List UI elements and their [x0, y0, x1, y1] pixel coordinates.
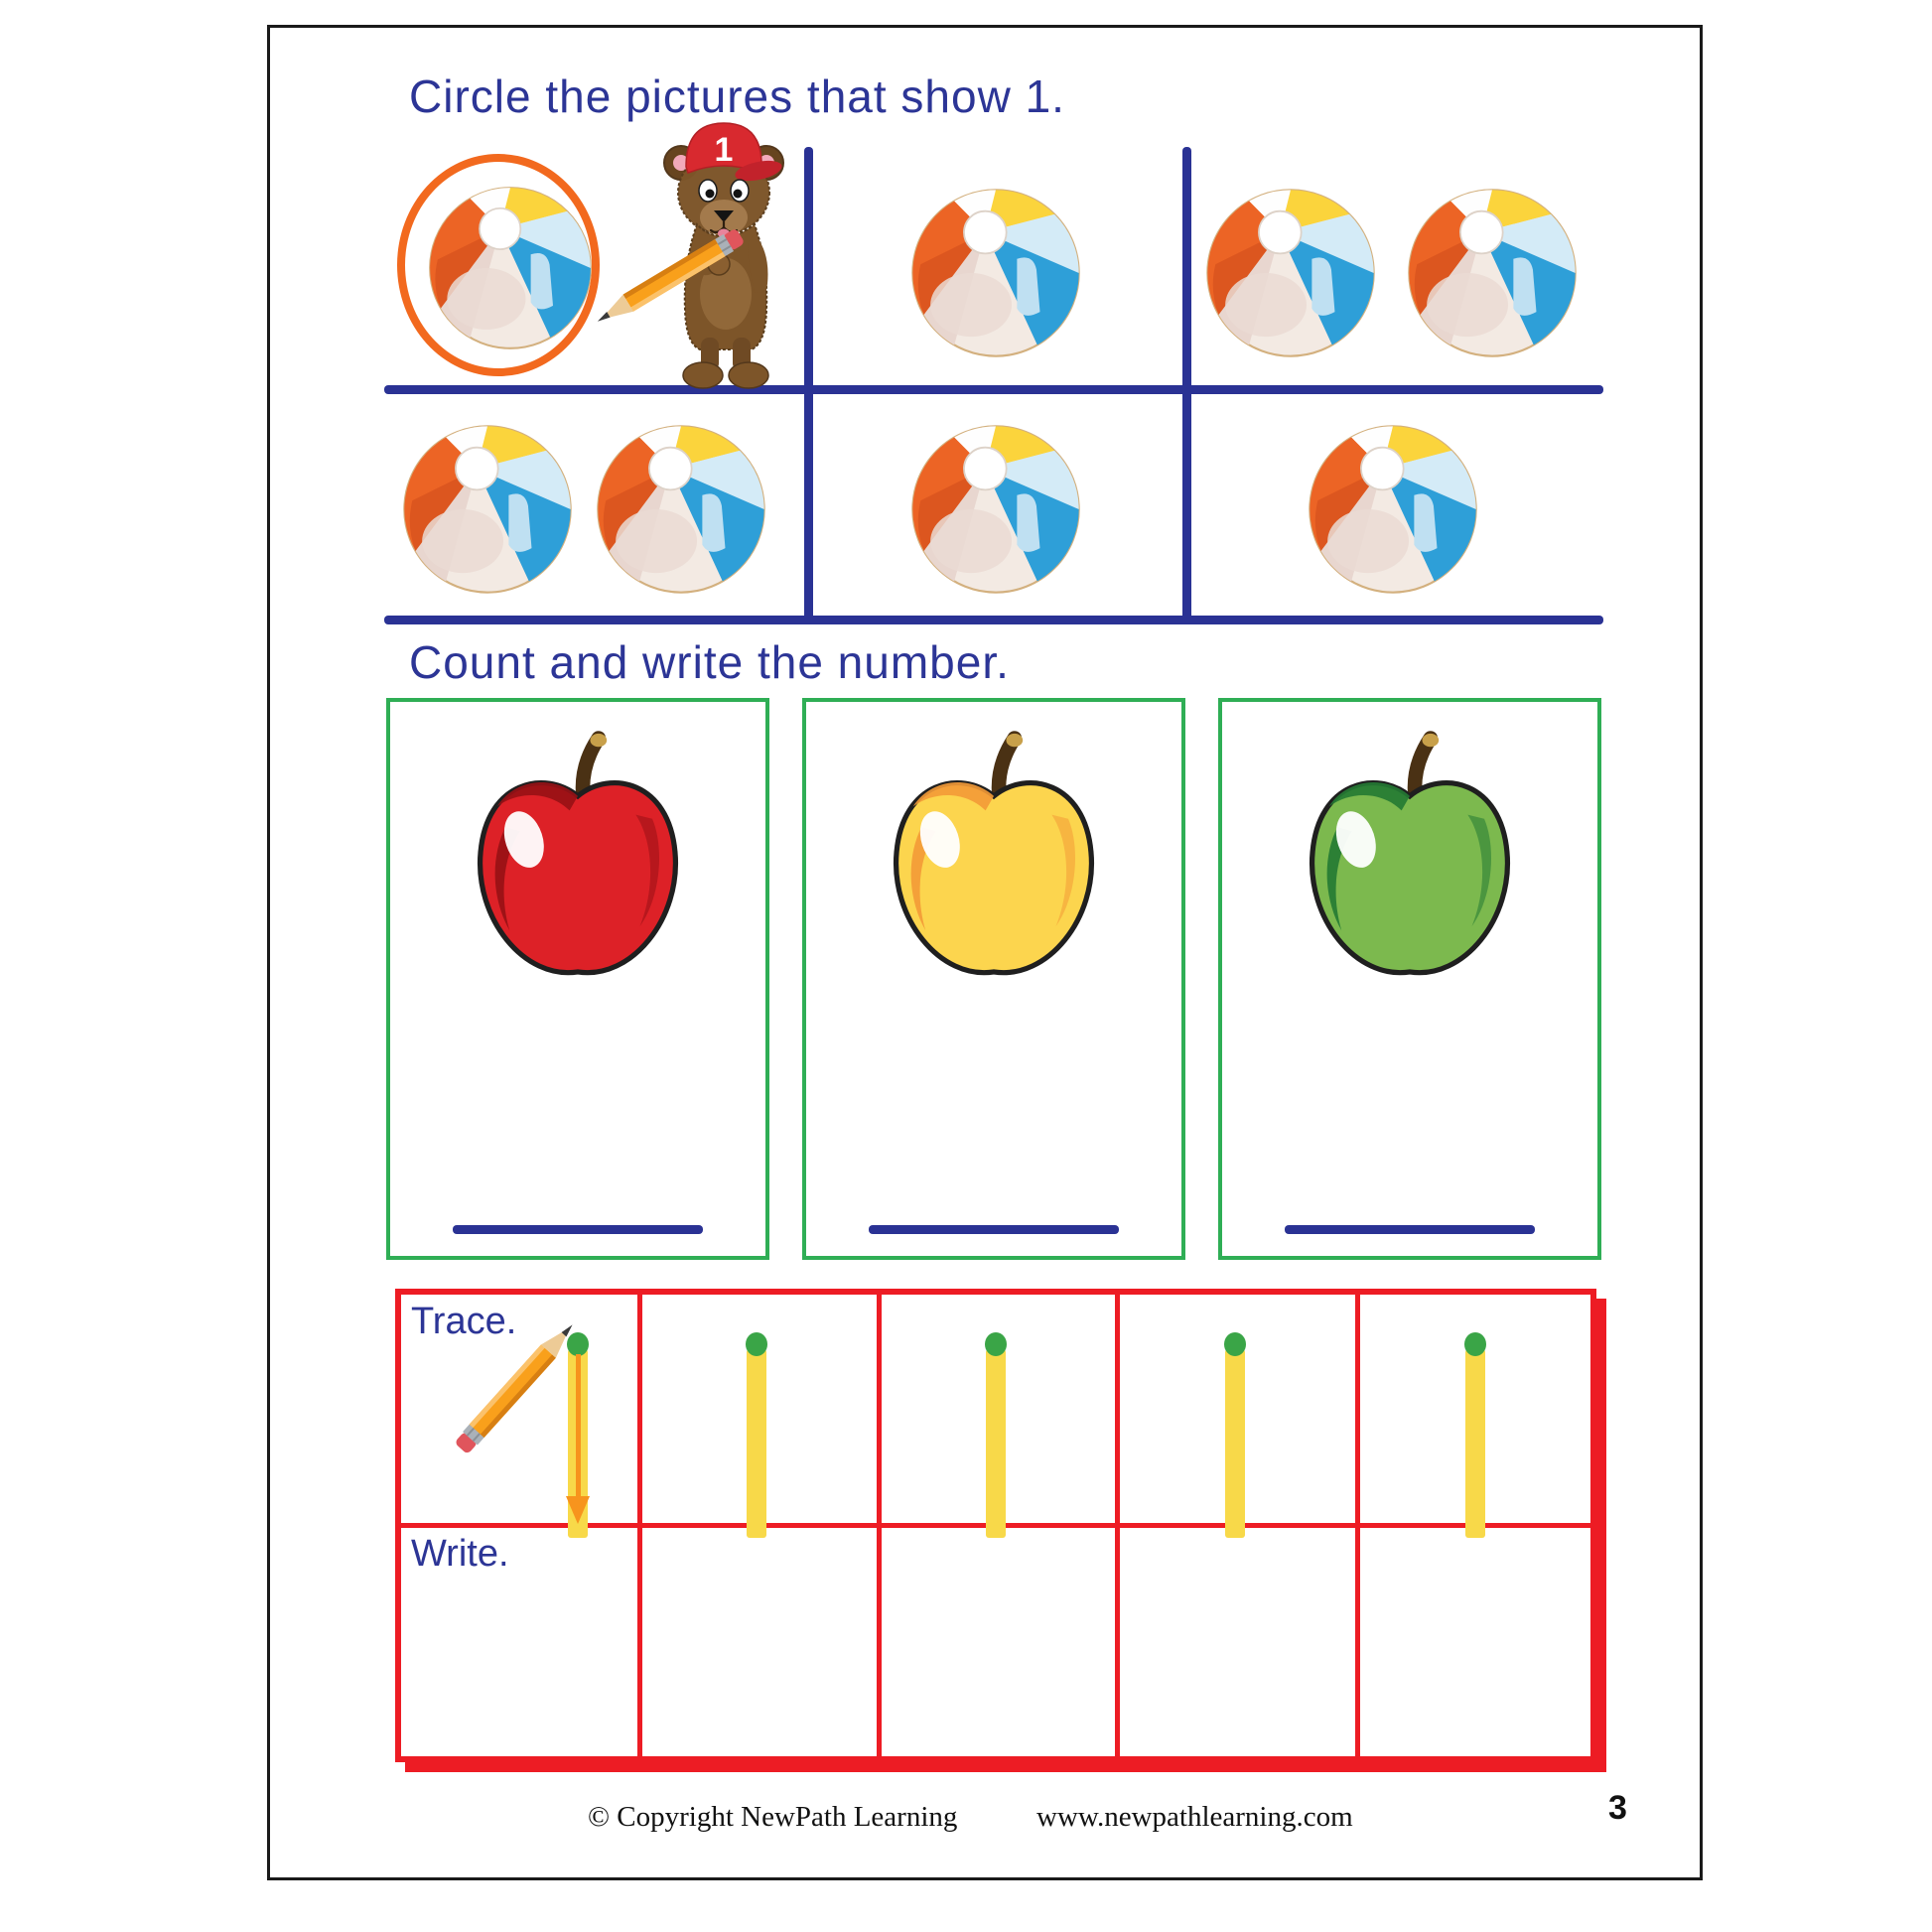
instruction-circle: Circle the pictures that show 1.	[409, 70, 1065, 122]
instruction-count: Count and write the number.	[409, 636, 1010, 688]
start-dot	[1464, 1332, 1486, 1356]
bear-cap	[685, 122, 762, 175]
write-cell-3[interactable]	[882, 1528, 1115, 1756]
answer-line[interactable]	[869, 1225, 1119, 1234]
write-cell-2[interactable]	[642, 1528, 877, 1756]
green-apple	[1286, 728, 1534, 997]
start-dot	[746, 1332, 767, 1356]
answer-line[interactable]	[1285, 1225, 1535, 1234]
yellow-apple	[870, 728, 1118, 997]
beach-ball	[1305, 421, 1481, 598]
grid-horizontal-rule-2	[384, 616, 1603, 624]
start-dot	[1224, 1332, 1246, 1356]
beach-ball	[907, 185, 1084, 361]
write-label: Write.	[411, 1533, 509, 1575]
beach-ball	[907, 421, 1084, 598]
beach-ball	[593, 421, 769, 598]
beach-ball	[425, 183, 596, 353]
footer-copyright: © Copyright NewPath Learning	[588, 1801, 958, 1833]
beach-ball	[399, 421, 576, 598]
footer-website: www.newpathlearning.com	[1036, 1801, 1353, 1833]
count-box-red-apple	[386, 698, 769, 1260]
trace-direction-arrowhead	[566, 1496, 590, 1524]
beach-ball	[1202, 185, 1379, 361]
red-apple	[454, 728, 702, 997]
trace-label: Trace.	[411, 1301, 517, 1342]
trace-direction-arrow	[576, 1354, 581, 1499]
trace-stroke-2[interactable]	[747, 1349, 766, 1538]
grid-horizontal-rule-1	[384, 385, 1603, 394]
page-number: 3	[1608, 1789, 1627, 1827]
bear-hat-number: 1	[715, 131, 734, 169]
answer-line[interactable]	[453, 1225, 703, 1234]
start-dot	[567, 1332, 589, 1356]
start-dot	[985, 1332, 1007, 1356]
count-box-yellow-apple	[802, 698, 1185, 1260]
grid-vertical-rule-1	[804, 147, 813, 624]
trace-stroke-3[interactable]	[986, 1349, 1006, 1538]
write-cell-5[interactable]	[1360, 1528, 1590, 1756]
count-box-green-apple	[1218, 698, 1601, 1260]
beach-ball	[1404, 185, 1581, 361]
grid-vertical-rule-2	[1182, 147, 1191, 624]
write-cell-4[interactable]	[1120, 1528, 1355, 1756]
worksheet-page: Circle the pictures that show 1.	[267, 25, 1703, 1880]
trace-stroke-5[interactable]	[1465, 1349, 1485, 1538]
trace-write-table: Trace. Write.	[395, 1289, 1596, 1762]
trace-stroke-4[interactable]	[1225, 1349, 1245, 1538]
answer-circle	[397, 154, 600, 376]
